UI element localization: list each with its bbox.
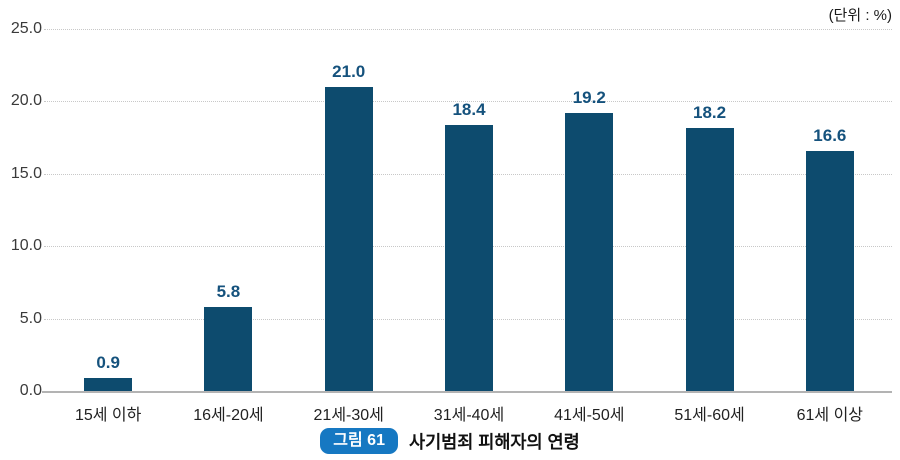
y-tick-label: 5.0 bbox=[19, 309, 42, 327]
y-tick-label: 0.0 bbox=[19, 382, 42, 399]
figure-caption: 그림 61 사기범죄 피해자의 연령 bbox=[0, 428, 900, 454]
x-tick-label: 21세-30세 bbox=[313, 407, 384, 424]
bar-column: 16.6 bbox=[770, 125, 890, 391]
x-axis-line bbox=[42, 391, 892, 393]
bar-column: 5.8 bbox=[168, 283, 288, 391]
bar bbox=[565, 113, 614, 391]
x-tick-label: 16세-20세 bbox=[193, 407, 264, 424]
bar-value-label: 19.2 bbox=[572, 88, 606, 107]
gridline bbox=[44, 101, 892, 103]
y-tick-label: 10.0 bbox=[10, 237, 42, 255]
bar bbox=[204, 307, 253, 391]
bar bbox=[805, 150, 854, 391]
bar-value-label: 16.6 bbox=[813, 125, 847, 145]
x-tick-label: 51세-60세 bbox=[674, 407, 745, 424]
y-tick-label: 15.0 bbox=[10, 164, 42, 182]
x-axis-labels: 15세 이하 16세-20세 21세-30세 31세-40세 41세-50세 51세-60… bbox=[48, 401, 890, 425]
unit-label: (단위 : %) bbox=[828, 7, 892, 24]
x-tick-label: 15세 이하 bbox=[74, 407, 142, 424]
bar-column: 18.4 bbox=[409, 99, 529, 391]
bars-area: 0.9 5.8 21.0 18.4 19.2 18.2 16.6 bbox=[48, 0, 890, 391]
bar-value-label: 21.0 bbox=[332, 61, 366, 81]
x-tick-label: 41세-50세 bbox=[554, 407, 625, 424]
bar-column: 0.9 bbox=[48, 354, 168, 391]
y-tick-label: 20.0 bbox=[10, 92, 42, 110]
x-tick-label: 31세-40세 bbox=[433, 407, 505, 424]
bar-value-label: 18.2 bbox=[693, 102, 727, 122]
bar-column: 19.2 bbox=[529, 89, 649, 391]
bar-column: 18.2 bbox=[649, 102, 769, 391]
y-tick-label: 25.0 bbox=[10, 20, 42, 37]
x-tick-label: 61세 이상 bbox=[796, 407, 864, 424]
bar-value-label: 18.4 bbox=[452, 99, 486, 119]
figure-number-badge: 그림 61 bbox=[320, 428, 398, 454]
bar bbox=[685, 127, 734, 391]
bar-value-label: 0.9 bbox=[96, 353, 120, 372]
bar bbox=[324, 86, 373, 391]
bar bbox=[444, 124, 493, 391]
bar-value-label: 5.8 bbox=[216, 282, 241, 301]
bar bbox=[84, 378, 133, 391]
bar-column: 21.0 bbox=[289, 61, 409, 391]
gridline bbox=[44, 29, 892, 30]
figure-title: 사기범죄 피해자의 연령 bbox=[408, 431, 580, 452]
